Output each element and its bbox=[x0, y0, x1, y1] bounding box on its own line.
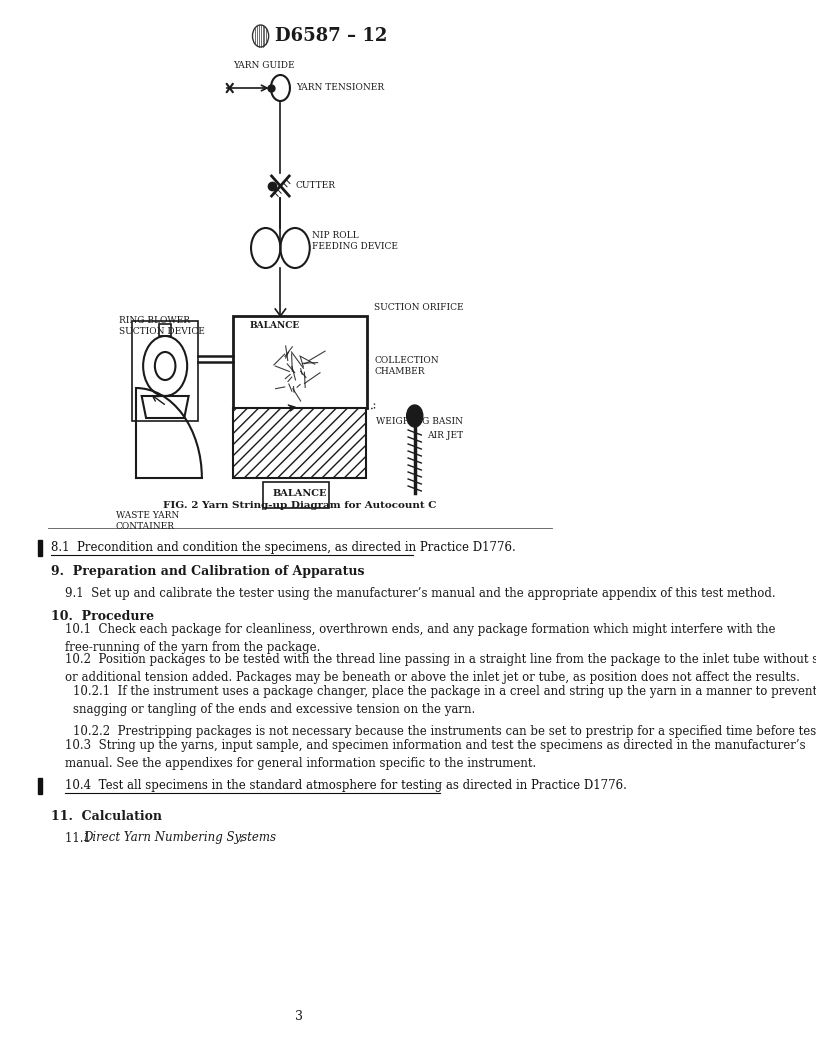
Text: D6587 – 12: D6587 – 12 bbox=[275, 27, 388, 45]
Text: 9.1  Set up and calibrate the tester using the manufacturer’s manual and the app: 9.1 Set up and calibrate the tester usin… bbox=[64, 586, 775, 600]
Text: 10.2  Position packages to be tested with the thread line passing in a straight : 10.2 Position packages to be tested with… bbox=[64, 654, 816, 684]
Text: YARN TENSIONER: YARN TENSIONER bbox=[296, 83, 384, 93]
Text: 3: 3 bbox=[295, 1010, 304, 1022]
Text: 10.4  Test all specimens in the standard atmosphere for testing as directed in P: 10.4 Test all specimens in the standard … bbox=[64, 779, 627, 792]
Bar bbox=[263, 482, 329, 508]
Text: :: : bbox=[238, 831, 242, 845]
Text: WASTE YARN
CONTAINER: WASTE YARN CONTAINER bbox=[116, 511, 180, 531]
Bar bbox=[132, 321, 198, 421]
Text: 10.3  String up the yarns, input sample, and specimen information and test the s: 10.3 String up the yarns, input sample, … bbox=[64, 738, 805, 770]
Bar bbox=[233, 316, 367, 408]
Text: NIP ROLL
FEEDING DEVICE: NIP ROLL FEEDING DEVICE bbox=[312, 230, 398, 251]
Text: FIG. 2 Yarn String-up Diagram for Autocount C: FIG. 2 Yarn String-up Diagram for Autoco… bbox=[162, 502, 437, 510]
Bar bbox=[159, 324, 171, 336]
Text: AIR JET: AIR JET bbox=[428, 432, 463, 440]
Text: BALANCE: BALANCE bbox=[250, 321, 299, 331]
Text: WEIGHING BASIN: WEIGHING BASIN bbox=[376, 416, 463, 426]
Text: 10.2.2  Prestripping packages is not necessary because the instruments can be se: 10.2.2 Prestripping packages is not nece… bbox=[73, 724, 816, 737]
Text: COLLECTION
CHAMBER: COLLECTION CHAMBER bbox=[375, 356, 439, 376]
Text: BALANCE: BALANCE bbox=[273, 490, 326, 498]
Text: CUTTER: CUTTER bbox=[296, 182, 336, 190]
Text: Direct Yarn Numbering Systems: Direct Yarn Numbering Systems bbox=[83, 831, 276, 845]
Text: 10.2.1  If the instrument uses a package changer, place the package in a creel a: 10.2.1 If the instrument uses a package … bbox=[73, 684, 816, 716]
Text: RING BLOWER
SUCTION DEVICE: RING BLOWER SUCTION DEVICE bbox=[119, 316, 205, 337]
Text: 9.  Preparation and Calibration of Apparatus: 9. Preparation and Calibration of Appara… bbox=[51, 565, 365, 578]
Bar bbox=[38, 540, 42, 557]
Text: 11.  Calculation: 11. Calculation bbox=[51, 810, 162, 823]
Text: 10.1  Check each package for cleanliness, overthrown ends, and any package forma: 10.1 Check each package for cleanliness,… bbox=[64, 622, 775, 654]
Text: 11.1: 11.1 bbox=[64, 831, 98, 845]
Text: SUCTION ORIFICE: SUCTION ORIFICE bbox=[375, 303, 464, 313]
Bar bbox=[233, 408, 366, 478]
Text: 8.1  Precondition and condition the specimens, as directed in Practice D1776.: 8.1 Precondition and condition the speci… bbox=[51, 542, 517, 554]
Text: YARN GUIDE: YARN GUIDE bbox=[233, 61, 295, 71]
Text: 10.  Procedure: 10. Procedure bbox=[51, 609, 154, 622]
Circle shape bbox=[406, 406, 423, 427]
Bar bbox=[38, 778, 42, 794]
